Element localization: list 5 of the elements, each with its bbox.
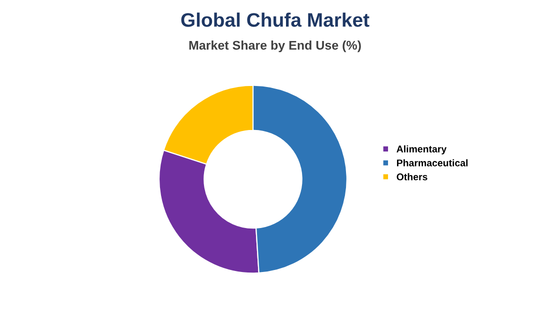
chart-title: Global Chufa Market: [181, 12, 370, 27]
chart-subtitle: Market Share by End Use (%): [189, 40, 361, 52]
legend-label: Others: [396, 173, 428, 180]
legend-label: Pharmaceutical: [397, 159, 468, 166]
legend-label: Alimentary: [396, 145, 447, 154]
